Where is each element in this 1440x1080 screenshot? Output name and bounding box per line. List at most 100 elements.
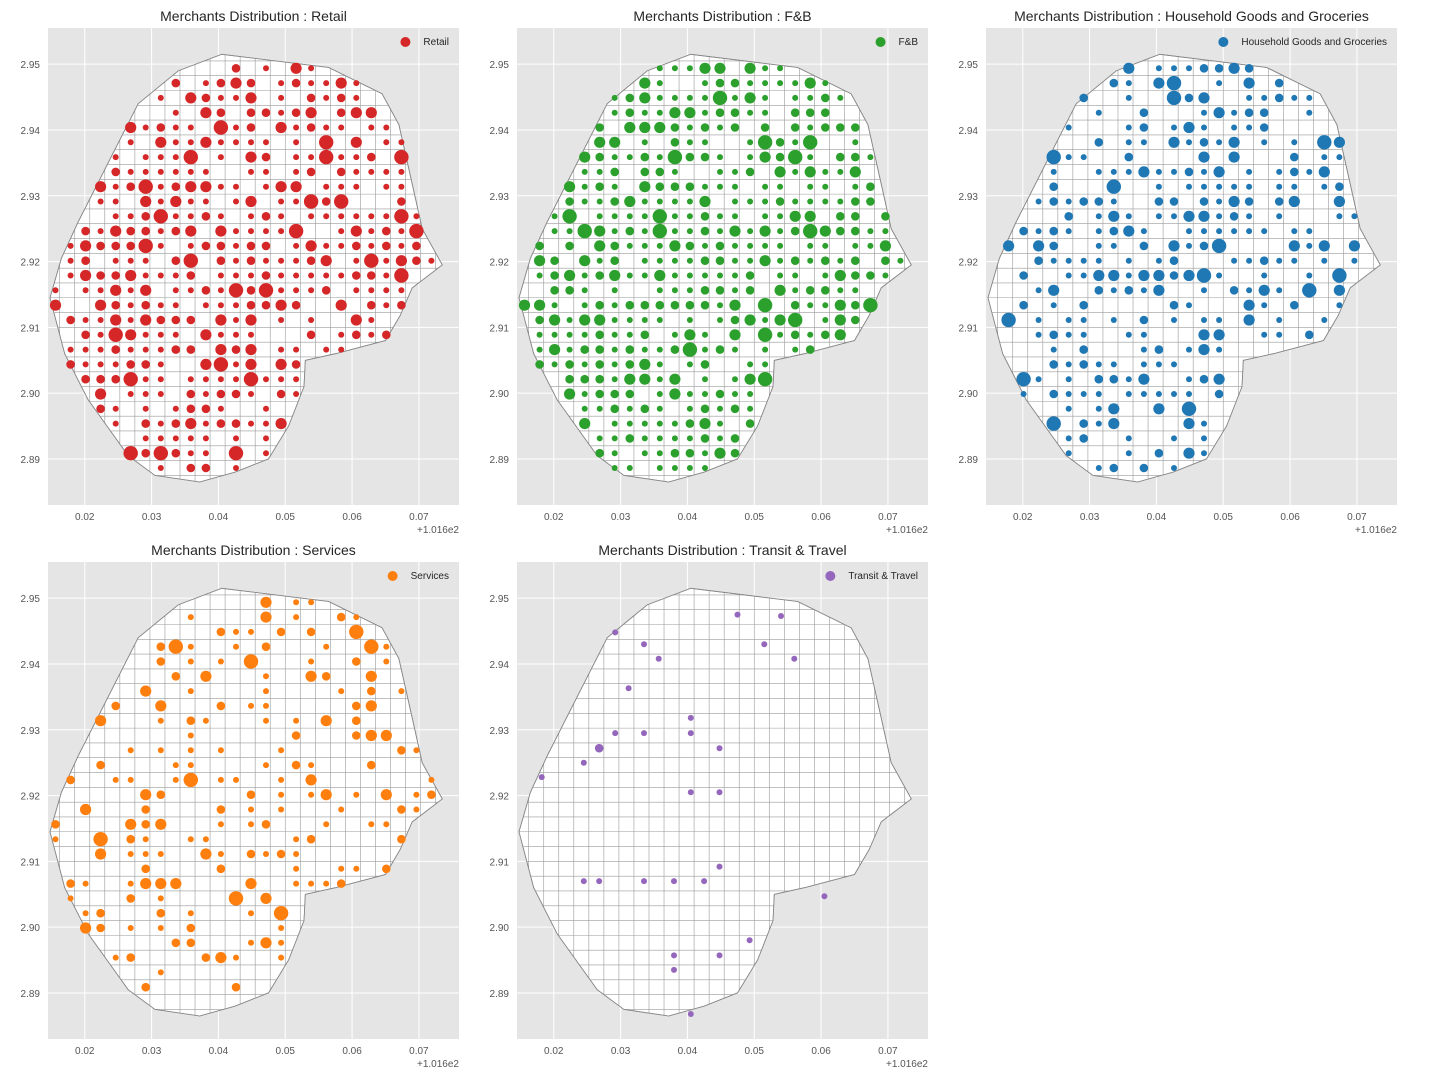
y-tick-label: 2.95 (490, 594, 510, 605)
data-point (1080, 272, 1087, 279)
data-point (685, 182, 695, 191)
data-point (822, 183, 829, 190)
chart-panel-2: 0.02 0.03 0.04 0.05 0.06 0.07 2.95 2.94 2.93 2.92… (959, 8, 1398, 536)
data-point (157, 895, 164, 902)
data-point (1035, 317, 1042, 323)
data-point (1065, 405, 1072, 412)
data-point (1186, 376, 1192, 383)
data-point (518, 299, 531, 311)
data-point (1171, 65, 1177, 72)
data-point (626, 405, 633, 412)
data-point (762, 346, 769, 353)
data-point (291, 78, 301, 88)
data-point (248, 391, 254, 397)
data-point (807, 331, 814, 338)
data-point (367, 271, 376, 280)
data-point (1168, 240, 1180, 252)
data-point (140, 685, 152, 697)
data-point (777, 80, 784, 87)
data-point (308, 317, 315, 323)
data-point (127, 139, 134, 146)
data-point (352, 330, 361, 340)
data-point (762, 183, 769, 190)
data-point (821, 123, 830, 132)
data-point (1198, 92, 1210, 104)
data-point (368, 821, 375, 828)
data-point (1246, 168, 1253, 175)
data-point (757, 372, 773, 387)
data-point (186, 463, 196, 473)
legend-label: Retail (423, 37, 449, 48)
data-point (701, 878, 708, 885)
data-point (1216, 139, 1223, 146)
data-point (275, 181, 287, 193)
data-point (248, 213, 254, 220)
data-point (82, 910, 89, 917)
data-point (183, 772, 198, 788)
data-point (352, 241, 361, 251)
data-point (867, 242, 874, 249)
data-point (881, 256, 890, 266)
data-point (717, 405, 723, 412)
chart-title: Merchants Distribution : Transit & Trave… (598, 542, 846, 558)
data-point (97, 228, 104, 235)
data-point (228, 283, 244, 298)
data-point (1321, 154, 1328, 161)
x-tick-label: 0.05 (745, 1046, 765, 1057)
data-point (187, 287, 194, 294)
data-point (97, 198, 104, 205)
data-point (581, 287, 588, 294)
data-point (1216, 213, 1223, 220)
data-point (1186, 346, 1192, 353)
data-point (157, 925, 164, 931)
data-point (1079, 93, 1088, 103)
x-tick-label: 0.03 (1080, 512, 1100, 523)
data-point (216, 108, 226, 117)
data-point (201, 286, 211, 295)
x-tick-label: 0.03 (611, 512, 631, 523)
data-point (231, 419, 241, 428)
data-point (565, 286, 574, 295)
data-point (412, 241, 421, 251)
data-point (213, 120, 229, 135)
y-tick-label: 2.89 (490, 989, 510, 1000)
legend-marker (400, 37, 411, 47)
data-point (350, 225, 362, 237)
data-point (336, 612, 346, 622)
data-point (656, 109, 663, 116)
data-point (687, 1011, 694, 1017)
data-point (233, 198, 239, 205)
data-point (610, 197, 619, 206)
data-point (717, 183, 723, 190)
data-point (730, 315, 740, 325)
data-point (291, 760, 301, 770)
data-point (656, 94, 663, 101)
data-point (1216, 80, 1223, 87)
data-point (536, 346, 543, 353)
data-point (1095, 405, 1102, 412)
data-point (142, 257, 149, 264)
y-tick-label: 2.92 (959, 258, 979, 269)
data-point (153, 446, 168, 461)
data-point (246, 108, 256, 117)
data-point (1201, 287, 1207, 294)
data-point (200, 107, 212, 119)
data-point (640, 300, 650, 310)
data-point (201, 212, 211, 221)
data-point (684, 107, 696, 119)
data-point (155, 700, 167, 712)
data-point (308, 762, 315, 769)
x-tick-label: 0.04 (209, 1046, 229, 1057)
data-point (1019, 226, 1028, 236)
data-point (656, 376, 663, 383)
data-point (273, 906, 289, 921)
data-point (157, 272, 164, 279)
y-tick-label: 2.93 (490, 726, 510, 737)
data-point (126, 241, 135, 251)
data-point (261, 212, 271, 221)
data-point (306, 834, 316, 844)
y-tick-label: 2.94 (490, 126, 510, 137)
data-point (217, 658, 224, 665)
data-point (95, 715, 107, 727)
data-point (1049, 182, 1058, 191)
